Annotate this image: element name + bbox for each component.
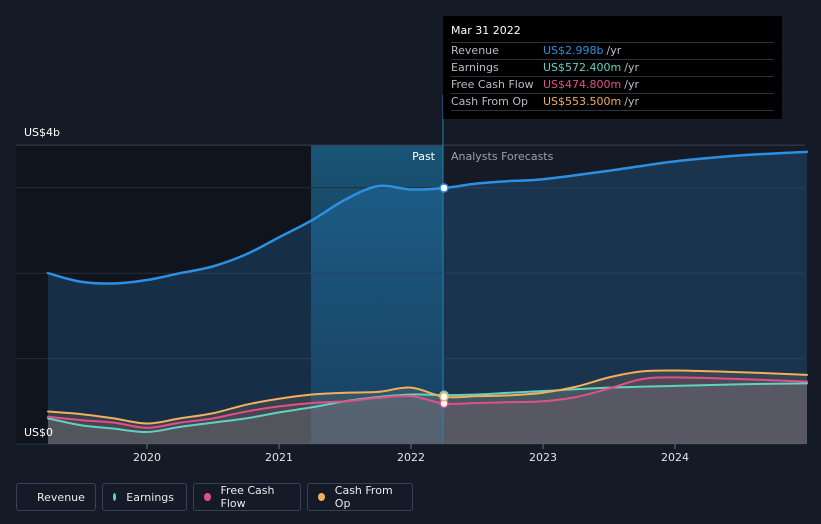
tooltip-row-revenue: Revenue US$2.998b /yr — [451, 42, 774, 59]
tooltip-unit: /yr — [624, 78, 639, 91]
x-tick-label: 2022 — [397, 451, 425, 464]
legend-dot-icon — [113, 493, 117, 501]
legend-item-cash-from-op[interactable]: Cash From Op — [307, 483, 413, 511]
series-areas — [48, 151, 807, 444]
legend-item-free-cash-flow[interactable]: Free Cash Flow — [193, 483, 301, 511]
past-region-label: Past — [412, 150, 436, 163]
line-cash-from-op — [47, 369, 808, 425]
tooltip-value: US$474.800m — [543, 78, 622, 91]
line-revenue — [46, 150, 809, 285]
legend-label: Free Cash Flow — [220, 484, 275, 510]
x-tick-label: 2020 — [133, 451, 161, 464]
area-revenue — [48, 151, 807, 444]
tooltip-row-free-cash-flow: Free Cash Flow US$474.800m /yr — [451, 76, 774, 93]
legend-label: Revenue — [37, 490, 85, 504]
x-tick-label: 2023 — [529, 451, 557, 464]
legend-label: Cash From Op — [334, 484, 393, 510]
tooltip-row-cash-from-op: Cash From Op US$553.500m /yr — [451, 93, 774, 111]
marker-cash-from-op — [439, 391, 449, 402]
data-tooltip: Mar 31 2022 Revenue US$2.998b /yr Earnin… — [443, 16, 782, 119]
legend-item-earnings[interactable]: Earnings — [102, 483, 187, 511]
tooltip-value: US$553.500m — [543, 95, 622, 108]
tooltip-value: US$572.400m — [543, 61, 622, 74]
highlight-markers — [439, 183, 449, 409]
marker-revenue — [439, 183, 449, 193]
forecast-region-label: Analysts Forecasts — [451, 150, 554, 163]
area-free-cash-flow — [48, 377, 807, 444]
line-free-cash-flow — [47, 376, 808, 429]
legend-label: Earnings — [126, 490, 174, 504]
x-tick-label: 2021 — [265, 451, 293, 464]
tooltip-value: US$2.998b — [543, 44, 604, 57]
x-tick-label: 2024 — [661, 451, 689, 464]
area-cash-from-op — [48, 370, 807, 444]
y-axis-bottom-label: US$0 — [24, 426, 53, 439]
tooltip-unit: /yr — [624, 61, 639, 74]
tooltip-label: Revenue — [451, 44, 499, 57]
y-axis-top-label: US$4b — [24, 126, 60, 139]
legend-item-revenue[interactable]: Revenue — [16, 483, 96, 511]
tooltip-row-earnings: Earnings US$572.400m /yr — [451, 59, 774, 76]
tooltip-label: Cash From Op — [451, 95, 529, 108]
plot-past-dark-band — [16, 145, 311, 444]
tooltip-unit: /yr — [606, 44, 622, 57]
tooltip-label: Free Cash Flow — [451, 78, 534, 91]
x-axis-ticks: 2020 2021 2022 2023 2024 — [133, 444, 689, 464]
tooltip-date: Mar 31 2022 — [451, 24, 521, 37]
chart-legend: Revenue Earnings Free Cash Flow Cash Fro… — [16, 483, 413, 511]
tooltip-label: Earnings — [451, 61, 499, 74]
area-earnings — [48, 383, 807, 444]
legend-dot-icon — [318, 493, 325, 501]
legend-dot-icon — [204, 493, 211, 501]
tooltip-unit: /yr — [624, 95, 639, 108]
series-lines — [46, 150, 809, 434]
